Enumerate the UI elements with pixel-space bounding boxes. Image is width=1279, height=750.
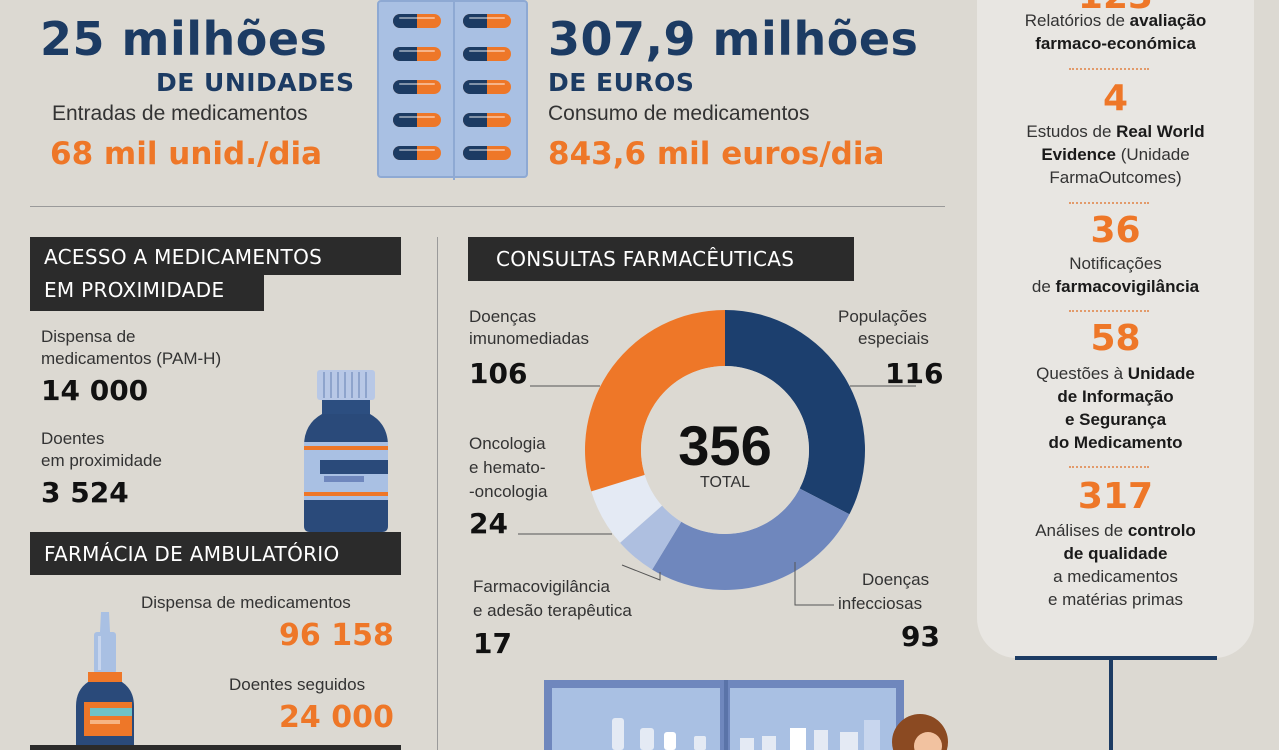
donut-slice-0 [725,310,865,515]
pill-icon [463,146,511,160]
horizontal-divider [30,206,945,207]
donut-slice-2 [620,505,682,570]
label-pop-2: especiais [858,329,929,348]
sidebar-item-1-num: 123 [977,0,1254,17]
chart-total-label: TOTAL [700,474,750,491]
euros-description: Consumo de medicamentos [548,102,810,125]
sidebar-divider-4 [1069,466,1149,468]
sidebar-item-4-num: 58 [1090,318,1141,359]
label-pop-1: Populações [838,307,927,326]
acesso-header-line2: EM PROXIMIDADE [30,274,264,311]
sidebar-item-5-text: Análises de controlo de qualidade a medi… [1035,521,1196,609]
donut-slice-4 [585,310,725,492]
sidebar-item-5-num: 317 [1077,476,1154,517]
leader-line-infec [794,562,834,606]
label-imuno-2: imunomediadas [469,329,590,348]
pill-icon [463,47,511,61]
pill-icon [463,80,511,94]
sidebar-panel [977,0,1254,658]
euros-rate: 843,6 mil euros/dia [548,136,885,172]
label-onco-value: 24 [469,507,508,540]
label-imuno-value: 106 [469,357,528,390]
sidebar-list: 123 Relatórios de avaliação farmaco-econ… [977,0,1254,640]
label-infec-2: infecciosas [838,594,923,613]
acesso-dispensa-label-1: Dispensa de [41,327,136,346]
dropper-bottle-icon [76,612,134,750]
medicine-bottle-icon [304,370,388,532]
sidebar-divider-3 [1069,310,1149,312]
donut-hole [641,366,809,534]
acesso-doentes-value: 3 524 [41,476,129,509]
pills-illustration [393,2,511,180]
euros-subtitle: DE EUROS [548,68,695,97]
sidebar-item-3-text: Notificações de farmacovigilância [1031,254,1200,296]
euros-total: 307,9 milhões [548,12,919,66]
label-onco-3: -oncologia [469,482,548,501]
sidebar-item-2-text: Estudos de Real World Evidence (Unidade … [1026,122,1205,187]
pill-icon [393,113,441,127]
sidebar-stand-pole [1109,658,1113,750]
pill-icon [463,14,511,28]
sidebar-item-1-text: Relatórios de avaliação farmaco-económic… [1024,11,1207,53]
units-rate: 68 mil unid./dia [50,136,323,172]
consultas-header: CONSULTAS FARMACÊUTICAS [468,237,854,281]
label-farm-2: e adesão terapêutica [473,601,632,620]
acesso-header-line1: ACESSO A MEDICAMENTOS [30,237,401,275]
sidebar-divider-2 [1069,202,1149,204]
pharmacy-shelf-illustration [544,680,948,750]
units-description: Entradas de medicamentos [52,102,308,125]
sidebar-item-4-text: Questões à Unidade de Informação e Segur… [1036,364,1195,452]
label-onco-1: Oncologia [469,434,546,453]
sidebar-item-3-num: 36 [1090,210,1141,251]
pill-blister-icon [377,0,528,180]
pill-icon [463,113,511,127]
vertical-divider [437,237,438,750]
label-imuno-1: Doenças [469,307,537,326]
pill-icon [393,146,441,160]
pill-icon [393,47,441,61]
ambulatorio-dispensa-value: 96 158 [279,618,394,653]
leader-line-farm [621,564,661,581]
acesso-doentes-label-1: Doentes [41,429,105,448]
acesso-dispensa-value: 14 000 [41,374,149,407]
units-subtitle: DE UNIDADES [156,68,355,97]
chart-total-value: 356 [678,414,771,477]
sidebar-stand-bar [1015,656,1217,660]
sidebar-item-2-num: 4 [1102,78,1129,119]
label-farm-1: Farmacovigilância [473,577,610,596]
ambulatorio-doentes-value: 24 000 [279,700,394,735]
label-pop-value: 116 [885,357,944,390]
donut-chart: 356 TOTAL [518,310,916,606]
label-farm-value: 17 [473,627,512,660]
label-infec-value: 93 [901,620,940,653]
ambulatorio-doentes-label: Doentes seguidos [229,675,366,694]
units-total: 25 milhões [40,12,328,66]
ambulatorio-header: FARMÁCIA DE AMBULATÓRIO [30,532,401,575]
label-onco-2: e hemato- [469,458,546,477]
label-infec-1: Doenças [862,570,930,589]
acesso-doentes-label-2: em proximidade [41,451,162,470]
donut-slice-3 [591,474,663,543]
pill-icon [393,80,441,94]
donut-slice-1 [652,488,850,590]
pill-icon [393,14,441,28]
acesso-dispensa-label-2: medicamentos (PAM-H) [41,349,222,368]
bottom-bar [30,745,401,750]
ambulatorio-dispensa-label: Dispensa de medicamentos [141,593,351,612]
sidebar-divider-1 [1069,68,1149,70]
